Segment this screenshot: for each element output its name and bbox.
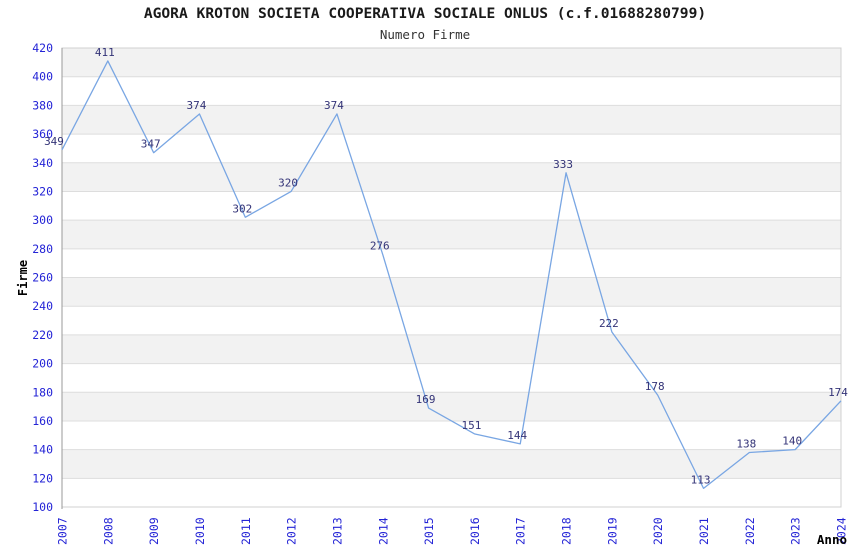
point-value-label: 178 [645,380,665,393]
y-tick-label: 200 [32,357,53,371]
y-tick-label: 260 [32,271,53,285]
x-tick-label: 2020 [651,517,665,545]
y-tick-label: 400 [32,70,53,84]
x-tick-label: 2021 [697,517,711,545]
x-tick-label: 2017 [514,517,528,545]
x-tick-label: 2019 [605,517,619,545]
plot-band [62,420,841,450]
x-tick-label: 2010 [193,517,207,545]
y-tick-label: 120 [32,471,53,485]
plot-band [62,334,841,364]
point-value-label: 174 [828,386,848,399]
x-axis-title: Anno [817,532,847,547]
point-value-label: 333 [553,158,573,171]
plot-band [62,134,841,163]
y-tick-label: 420 [32,41,53,55]
plot-band [62,363,841,393]
y-tick-label: 240 [32,299,53,313]
y-tick-label: 140 [32,443,53,457]
x-tick-label: 2008 [101,517,115,545]
y-tick-label: 380 [32,98,53,112]
point-value-label: 113 [691,473,711,486]
plot-band [62,248,841,278]
x-tick-label: 2011 [239,517,253,545]
plot-band [62,306,841,335]
point-value-label: 151 [461,419,481,432]
chart-subtitle: Numero Firme [379,27,471,42]
y-tick-label: 160 [32,414,53,428]
plot-band [62,162,841,192]
x-tick-label: 2023 [789,517,803,545]
point-value-label: 302 [232,202,252,215]
y-tick-label: 320 [32,184,53,198]
y-tick-label: 300 [32,213,53,227]
y-tick-label: 100 [32,500,53,514]
point-value-label: 411 [95,46,115,59]
series-line [61,60,842,490]
plot-band [62,392,841,421]
x-tick-label: 2007 [56,517,70,545]
point-value-label: 144 [507,429,527,442]
plot-band [62,277,841,307]
x-tick-label: 2022 [743,517,757,545]
x-tick-label: 2015 [422,517,436,545]
x-tick-label: 2024 [835,517,849,545]
y-tick-label: 180 [32,385,53,399]
y-tick-label: 280 [32,242,53,256]
plot-band [62,478,841,507]
point-value-label: 349 [44,135,64,148]
plot-band [62,220,841,249]
point-value-label: 276 [370,240,390,253]
point-value-label: 169 [416,393,436,406]
y-tick-label: 360 [32,127,53,141]
plot-area: 100 120 140 160 180 200 220 240 260 280 300 320 340 3… [32,41,848,545]
plot-band [62,105,841,135]
point-value-label: 138 [736,437,756,450]
point-value-label: 347 [141,138,161,151]
y-axis-title: Firme [16,260,30,296]
point-value-label: 140 [782,435,802,448]
x-tick-label: 2014 [376,517,390,545]
point-value-label: 374 [187,99,207,112]
x-tick-label: 2013 [330,517,344,545]
y-tick-label: 220 [32,328,53,342]
y-tick-label: 340 [32,156,53,170]
chart-title: AGORA KROTON SOCIETA COOPERATIVA SOCIALE… [143,5,707,22]
plot-band [62,48,841,77]
x-tick-label: 2016 [468,517,482,545]
plot-band [62,76,841,106]
plot-band [62,449,841,479]
point-value-label: 222 [599,317,619,330]
point-value-label: 374 [324,99,344,112]
x-tick-label: 2009 [147,517,161,545]
x-tick-label: 2018 [560,517,574,545]
x-tick-label: 2012 [285,517,299,545]
point-value-label: 320 [278,176,298,189]
plot-band [62,191,841,221]
